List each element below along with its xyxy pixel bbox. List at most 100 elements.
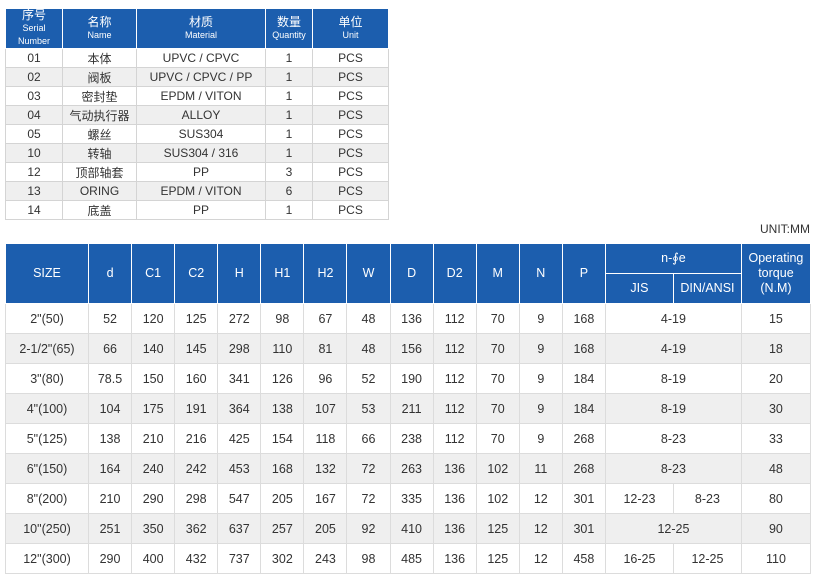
table-cell: 136 [432, 453, 477, 484]
header-cell: 数量 Quantity [265, 8, 313, 49]
table-cell: 737 [217, 543, 262, 574]
table-cell: 110 [260, 333, 305, 364]
table-cell: EPDM / VITON [136, 181, 266, 201]
table-cell: 80 [740, 483, 811, 514]
table-cell: 5"(125) [5, 423, 89, 454]
table-cell: 298 [217, 333, 262, 364]
table-cell: 205 [260, 483, 305, 514]
header-cell: d [87, 243, 133, 304]
table-cell: 210 [87, 483, 133, 514]
table-cell: 362 [174, 513, 219, 544]
table-cell: 4"(100) [5, 393, 89, 424]
table-cell: 216 [174, 423, 219, 454]
table-cell: 03 [5, 86, 63, 106]
header-cell: M [475, 243, 520, 304]
table-cell: 112 [432, 303, 477, 334]
table-cell: 154 [260, 423, 305, 454]
table-cell: 268 [561, 453, 606, 484]
table-cell: 70 [475, 423, 520, 454]
table-cell: 290 [87, 543, 133, 574]
table-cell: UPVC / CPVC [136, 48, 266, 68]
header-cell: D2 [432, 243, 477, 304]
table-cell: 12"(300) [5, 543, 89, 574]
table-cell: 6"(150) [5, 453, 89, 484]
header-cell: H2 [303, 243, 348, 304]
header-row: JIS DIN/ANSI [6, 273, 811, 304]
table-cell: ORING [62, 181, 137, 201]
table-cell: 2-1/2"(65) [5, 333, 89, 364]
table-cell: 168 [561, 333, 606, 364]
table-cell: 72 [346, 483, 391, 514]
table-cell: 1 [265, 86, 313, 106]
table-cell: 13 [5, 181, 63, 201]
table-cell: 302 [260, 543, 305, 574]
table-cell: 02 [5, 67, 63, 87]
table-cell: PCS [312, 105, 389, 125]
table-cell: 136 [432, 513, 477, 544]
table-cell: 48 [346, 303, 391, 334]
table-cell: 458 [561, 543, 606, 574]
table-cell: 3"(80) [5, 363, 89, 394]
table-cell: 132 [303, 453, 348, 484]
header-cell: D [389, 243, 434, 304]
unit-label: UNIT:MM [760, 222, 810, 236]
table-cell: 9 [518, 333, 563, 364]
table-cell: SUS304 [136, 124, 266, 144]
table-cell: 251 [87, 513, 133, 544]
table-cell: 9 [518, 363, 563, 394]
header-en: Material [184, 29, 217, 40]
table-cell: 425 [217, 423, 262, 454]
table-cell: 335 [389, 483, 434, 514]
table-cell: 190 [389, 363, 434, 394]
table-cell: 175 [131, 393, 176, 424]
table-cell: 67 [303, 303, 348, 334]
table-row: 4"(100) 104 175 191 364 138 107 53 211 112 70 9 184 8… [5, 393, 811, 424]
table-cell: 14 [5, 200, 63, 220]
table-cell: 阀板 [62, 67, 137, 87]
table-cell: 底盖 [62, 200, 137, 220]
table-cell: 92 [346, 513, 391, 544]
table-cell: 4-19 [604, 303, 742, 334]
table-cell: 125 [475, 543, 520, 574]
table-cell: 485 [389, 543, 434, 574]
table-row: 6"(150) 164 240 242 453 168 132 72 263 136 102 11 26… [5, 453, 811, 484]
table-cell: 136 [389, 303, 434, 334]
header-cell: SIZE [5, 243, 89, 304]
table-cell: PCS [312, 124, 389, 144]
table-row: 14 底盖 PP 1 PCS [5, 200, 389, 220]
table-cell: PCS [312, 200, 389, 220]
table-cell: 8"(200) [5, 483, 89, 514]
table-cell: 48 [740, 453, 811, 484]
header-cell: 材质 Material [136, 8, 266, 49]
table-cell: 150 [131, 363, 176, 394]
table-cell: 70 [475, 333, 520, 364]
header-zh: 单位 [338, 14, 363, 29]
table-cell: 52 [87, 303, 133, 334]
table-cell: 341 [217, 363, 262, 394]
header-en: Quantity [272, 29, 306, 40]
table-row: 02 阀板 UPVC / CPVC / PP 1 PCS [5, 67, 389, 87]
table-cell: PCS [312, 181, 389, 201]
table-cell: 8-23 [672, 483, 742, 514]
header-cell: 序号 Serial Number [5, 8, 63, 49]
table-row: 12 顶部轴套 PP 3 PCS [5, 162, 389, 182]
table-cell: 20 [740, 363, 811, 394]
table-cell: 136 [432, 483, 477, 514]
table-cell: PCS [312, 67, 389, 87]
table-cell: SUS304 / 316 [136, 143, 266, 163]
table-cell: 4-19 [604, 333, 742, 364]
table-cell: 400 [131, 543, 176, 574]
table-cell: 90 [740, 513, 811, 544]
table-row: 12"(300) 290 400 432 737 302 243 98 485 136 125 12 4… [5, 543, 811, 574]
table-cell: 184 [561, 363, 606, 394]
table-cell: 272 [217, 303, 262, 334]
table-cell: 410 [389, 513, 434, 544]
table-cell: 8-23 [604, 423, 742, 454]
table-cell: 98 [346, 543, 391, 574]
table-cell: 12-23 [604, 483, 674, 514]
table-cell: 125 [475, 513, 520, 544]
table-cell: 8-23 [604, 453, 742, 484]
table-cell: 125 [174, 303, 219, 334]
table-cell: 96 [303, 363, 348, 394]
table-cell: 118 [303, 423, 348, 454]
